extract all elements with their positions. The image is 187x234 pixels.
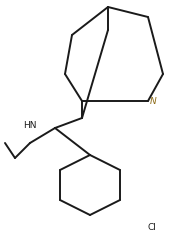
Text: N: N bbox=[150, 96, 157, 106]
Text: HN: HN bbox=[23, 121, 36, 131]
Text: Cl: Cl bbox=[148, 223, 157, 233]
